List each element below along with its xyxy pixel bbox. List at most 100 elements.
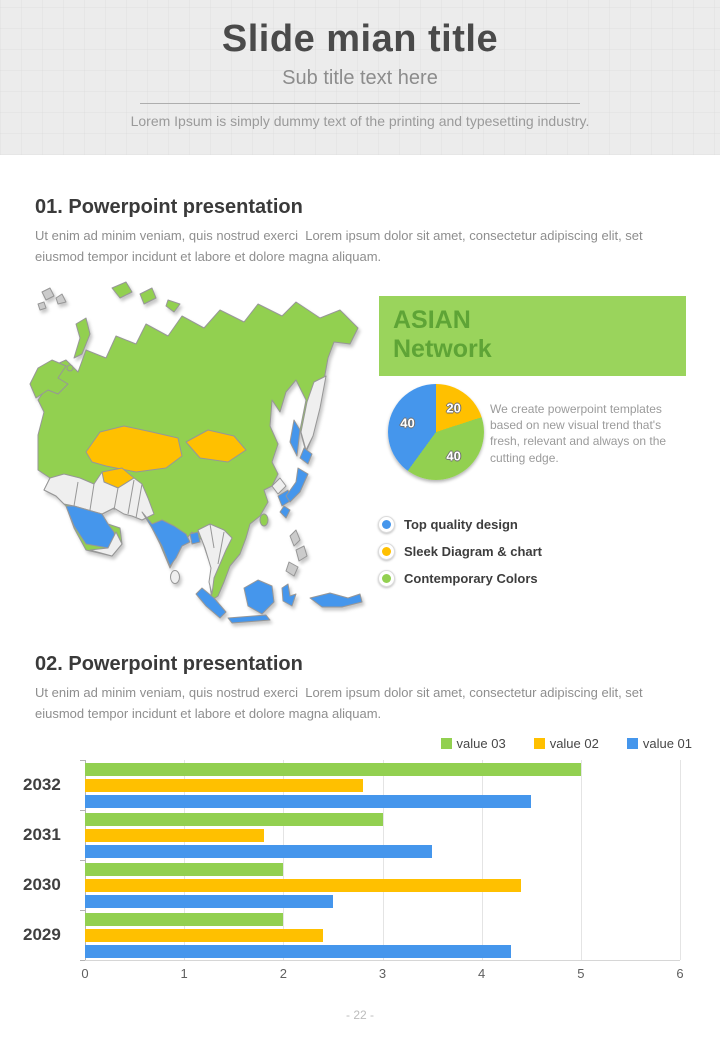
- feature-label: Top quality design: [404, 517, 518, 532]
- legend-swatch-icon: [440, 738, 452, 749]
- x-axis-tick-label: 1: [180, 966, 188, 981]
- feature-bullet-icon: [378, 516, 395, 533]
- asian-network-panel: ASIAN Network: [379, 296, 686, 376]
- bar-plot: 0 1 2 3 4 5 6 2032 2031 2030 2029: [23, 760, 684, 981]
- panel-title: ASIAN Network: [393, 306, 686, 364]
- map-region-philippines-3: [285, 561, 299, 577]
- map-region-scandinavia: [29, 359, 69, 399]
- x-axis-tick-label: 4: [478, 966, 486, 981]
- feature-list: Top quality design Sleek Diagram & chart…: [378, 511, 542, 592]
- pie-chart: 20 40 40: [388, 384, 484, 480]
- gridline: [382, 760, 384, 960]
- legend-item: value 02: [533, 736, 599, 751]
- map-region-india: [141, 511, 191, 567]
- bar-value-03: [85, 912, 284, 926]
- bar-group: [85, 760, 680, 810]
- map-region-sakhalin: [289, 419, 301, 457]
- slide-subtitle: Sub title text here: [282, 67, 438, 89]
- bar-value-03: [85, 762, 581, 776]
- feature-label: Contemporary Colors: [404, 571, 538, 586]
- feature-item: Sleek Diagram & chart: [378, 538, 542, 565]
- x-axis-tick-label: 2: [279, 966, 287, 981]
- map-region-taiwan: [259, 513, 269, 527]
- bar-value-01: [85, 894, 333, 908]
- map-region-kyushu: [279, 505, 291, 519]
- map-region-philippines-2: [295, 545, 308, 562]
- map-island-arctic-1: [111, 281, 133, 299]
- legend-label: value 01: [642, 736, 692, 751]
- map-island-arctic-2: [139, 287, 157, 305]
- slide-intro: Lorem Ipsum is simply dummy text of the …: [130, 113, 590, 129]
- feature-item: Contemporary Colors: [378, 565, 542, 592]
- pie-slice-label: 40: [446, 448, 461, 464]
- map-region-north-korea: [271, 477, 287, 495]
- bar-value-01: [85, 794, 532, 808]
- map-region-java: [227, 614, 271, 624]
- map-region-philippines-1: [289, 529, 301, 547]
- map-region-southeast-asia: [197, 523, 233, 595]
- bar-value-03: [85, 862, 284, 876]
- legend-swatch-icon: [626, 738, 638, 749]
- y-axis-line: [85, 760, 86, 960]
- feature-item: Top quality design: [378, 511, 542, 538]
- bar-value-02: [85, 778, 363, 792]
- bar-group: [85, 860, 680, 910]
- section2-body: Ut enim ad minim veniam, quis nostrud ex…: [35, 685, 647, 721]
- pie-slice-label: 40: [400, 415, 415, 431]
- category-label: 2032: [23, 775, 61, 794]
- y-axis-tick: [80, 810, 85, 811]
- bar-value-01: [85, 844, 433, 858]
- gridline: [580, 760, 582, 960]
- bar-value-02: [85, 828, 264, 842]
- y-axis-tick: [80, 760, 85, 761]
- feature-bullet-icon: [378, 543, 395, 560]
- section1-heading: 01. Powerpoint presentation: [35, 196, 303, 218]
- pie-description: We create powerpoint templates based on …: [490, 402, 667, 465]
- bar-group: [85, 910, 680, 960]
- map-region-svalbard-3: [37, 301, 47, 311]
- x-axis-tick-label: 6: [676, 966, 684, 981]
- bar-value-01: [85, 944, 512, 958]
- map-region-east-indonesia: [309, 592, 363, 608]
- section2-heading: 02. Powerpoint presentation: [35, 653, 303, 675]
- header: Slide mian title Sub title text here Lor…: [0, 0, 720, 155]
- pie-slice-label: 20: [446, 400, 461, 416]
- category-label: 2031: [23, 825, 61, 844]
- page-number: - 22 -: [345, 1008, 374, 1022]
- category-label: 2030: [23, 875, 61, 894]
- legend-label: value 03: [456, 736, 506, 751]
- panel-title-line2: Network: [393, 334, 492, 363]
- map-region-svalbard-1: [41, 287, 55, 301]
- bar-group: [85, 810, 680, 860]
- x-axis-tick-label: 3: [378, 966, 387, 981]
- map-region-hokkaido: [299, 447, 313, 465]
- map-region-yemen-oman: [89, 531, 123, 557]
- subtitle-divider: [140, 103, 580, 104]
- legend-item: value 01: [626, 736, 692, 751]
- x-axis-tick-label: 5: [577, 966, 585, 981]
- map-island-arctic-3: [165, 299, 181, 313]
- category-label: 2029: [23, 925, 61, 944]
- map-region-saudi-arabia: [65, 505, 117, 549]
- bar-value-02: [85, 878, 522, 892]
- bar-value-03: [85, 812, 383, 826]
- bar-chart-legend: value 03 value 02 value 01: [440, 736, 692, 751]
- asia-map: [29, 281, 363, 624]
- map-region-honshu: [285, 467, 309, 503]
- map-region-mongolia: [185, 429, 247, 463]
- y-axis-tick: [80, 910, 85, 911]
- bar-value-02: [85, 928, 323, 942]
- map-region-sulawesi: [281, 583, 297, 607]
- feature-label: Sleek Diagram & chart: [404, 544, 543, 559]
- gridline: [283, 760, 285, 960]
- panel-title-line1: ASIAN: [393, 306, 471, 334]
- legend-item: value 03: [440, 736, 506, 751]
- gridline: [680, 760, 681, 960]
- feature-bullet-icon: [378, 570, 395, 587]
- slide-title: Slide mian title: [221, 18, 499, 60]
- map-region-sri-lanka: [170, 570, 180, 584]
- x-axis-tick-label: 0: [81, 966, 89, 981]
- gridline: [481, 760, 483, 960]
- gridline: [184, 760, 186, 960]
